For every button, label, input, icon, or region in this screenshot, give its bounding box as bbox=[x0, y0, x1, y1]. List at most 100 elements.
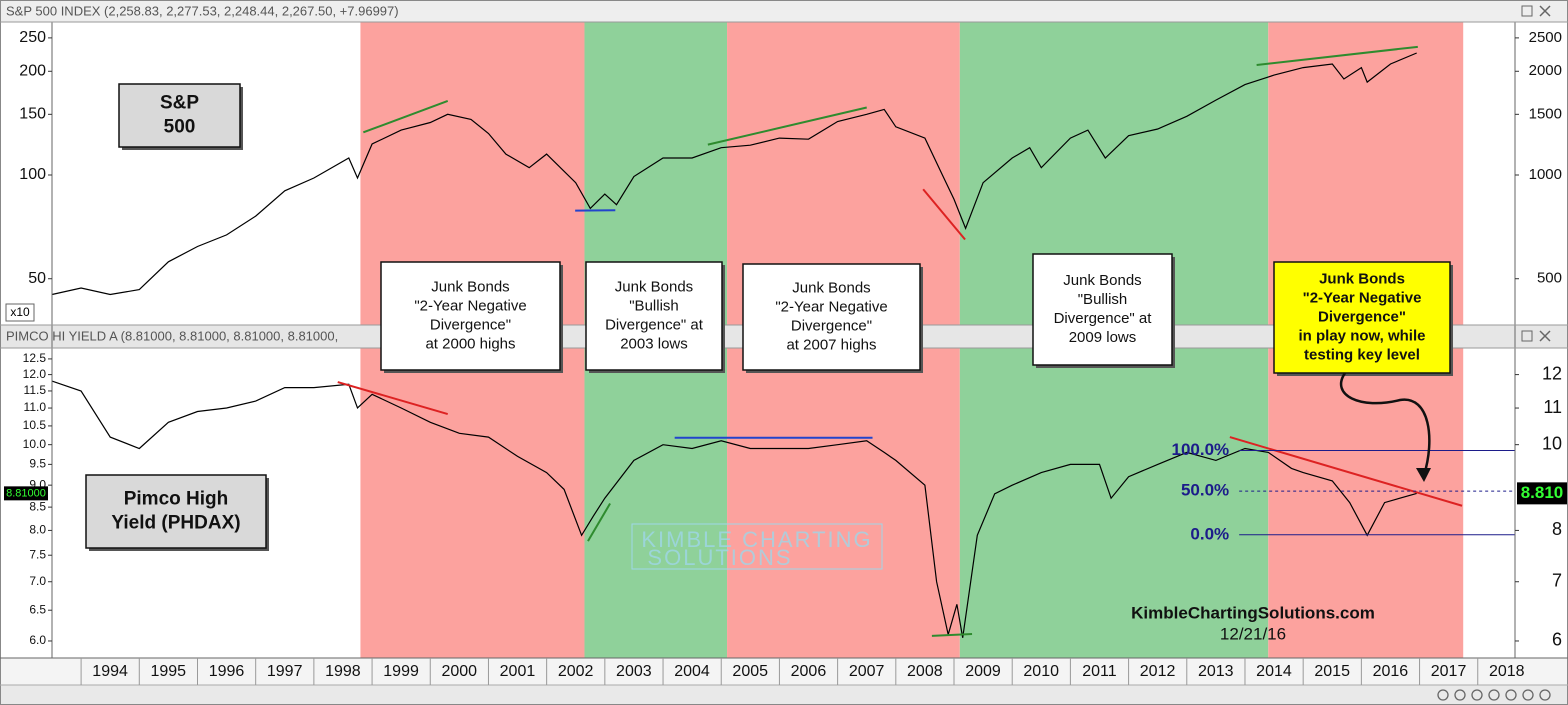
annotation-text: Junk Bonds bbox=[1063, 272, 1141, 289]
trend-line bbox=[362, 100, 449, 134]
watermark: KIMBLE CHARTING bbox=[641, 527, 872, 552]
x-axis-bar bbox=[0, 658, 1568, 685]
region bbox=[360, 348, 585, 658]
y-tick-label: 12 bbox=[1542, 363, 1562, 383]
multiplier-label: x10 bbox=[10, 305, 30, 319]
annotation-text: in play now, while bbox=[1299, 327, 1426, 344]
price-marker bbox=[4, 486, 48, 501]
multiplier-box bbox=[5, 303, 35, 322]
y-tick-label: 10 bbox=[1542, 433, 1562, 453]
x-tick-label: 2018 bbox=[1489, 663, 1525, 680]
chart-title: S&P 500 INDEX (2,258.83, 2,277.53, 2,248… bbox=[6, 3, 399, 18]
x-tick-label: 2014 bbox=[1256, 663, 1292, 680]
annotation-text: "Bullish bbox=[1078, 291, 1128, 308]
x-tick-label: 2004 bbox=[674, 663, 710, 680]
x-tick-label: 2011 bbox=[1082, 663, 1117, 680]
x-tick-label: 2009 bbox=[965, 663, 1001, 680]
close-icon[interactable] bbox=[1539, 330, 1551, 342]
y-tick-label: 12.5 bbox=[23, 351, 47, 365]
chart-title: PIMCO HI YIELD A (8.81000, 8.81000, 8.81… bbox=[6, 328, 338, 343]
y-tick-label: 2000 bbox=[1529, 62, 1562, 79]
y-tick-label: 6.0 bbox=[29, 633, 46, 647]
y-tick-label: 11.0 bbox=[24, 400, 47, 414]
toolbar-icons[interactable] bbox=[1437, 689, 1551, 701]
price-marker-label: 8.81000 bbox=[6, 487, 46, 499]
y-tick-label: 500 bbox=[1537, 270, 1562, 287]
y-tick-label: 10.5 bbox=[23, 418, 47, 432]
label-text: S&P bbox=[160, 93, 199, 114]
fib-label: 100.0% bbox=[1171, 440, 1229, 459]
price-marker bbox=[1517, 482, 1567, 505]
annotation-text: Junk Bonds bbox=[792, 279, 870, 296]
x-tick-label: 2003 bbox=[616, 663, 652, 680]
label-text: 500 bbox=[164, 117, 196, 138]
annotation-box bbox=[1273, 261, 1451, 374]
price-marker-label: 8.810 bbox=[1521, 483, 1564, 502]
label-box bbox=[118, 83, 241, 148]
y-tick-label: 8.0 bbox=[29, 523, 46, 537]
trend-line bbox=[707, 106, 867, 146]
top-header bbox=[0, 0, 1568, 22]
y-tick-label: 200 bbox=[19, 62, 46, 79]
annotation-text: at 2000 highs bbox=[425, 335, 515, 352]
annotation-text: "2-Year Negative bbox=[775, 298, 887, 315]
x-tick-label: 1998 bbox=[325, 663, 361, 680]
x-tick-label: 1997 bbox=[267, 663, 303, 680]
x-tick-label: 2005 bbox=[732, 663, 768, 680]
label-text: Yield (PHDAX) bbox=[111, 513, 240, 534]
y-tick-label: 8.5 bbox=[29, 499, 46, 513]
window-icon[interactable] bbox=[1521, 5, 1533, 17]
y-tick-label: 7.5 bbox=[29, 547, 46, 561]
x-tick-label: 1994 bbox=[92, 663, 128, 680]
x-tick-label: 2013 bbox=[1198, 663, 1234, 680]
window-icon[interactable] bbox=[1521, 330, 1533, 342]
trend-line bbox=[922, 188, 966, 241]
annotation-text: Divergence" at bbox=[605, 316, 704, 333]
overlay: 50 100 150 200 250 500 1000 1500 2000 2500 6.0 6.5 7… bbox=[4, 29, 1567, 685]
y-tick-label: 7.0 bbox=[29, 574, 46, 588]
annotation-text: 2009 lows bbox=[1069, 329, 1137, 346]
region bbox=[959, 348, 1269, 658]
x-tick-label: 2017 bbox=[1431, 663, 1467, 680]
trend-line bbox=[1229, 436, 1463, 507]
annotation-text: testing key level bbox=[1304, 346, 1420, 363]
annotation-text: Junk Bonds bbox=[1319, 270, 1405, 287]
close-icon[interactable] bbox=[1539, 5, 1551, 17]
x-tick-label: 2006 bbox=[791, 663, 827, 680]
annotation-text: "Bullish bbox=[629, 297, 679, 314]
y-tick-label: 1000 bbox=[1529, 166, 1562, 183]
y-tick-label: 150 bbox=[19, 106, 46, 123]
x-tick-label: 1996 bbox=[209, 663, 245, 680]
price-line bbox=[51, 52, 1417, 296]
watermark-frame bbox=[631, 523, 883, 570]
y-tick-label: 6 bbox=[1552, 630, 1562, 650]
annotation-box bbox=[585, 261, 723, 371]
trend-line bbox=[931, 632, 973, 637]
y-tick-label: 7 bbox=[1552, 570, 1562, 590]
trend-line bbox=[587, 503, 611, 542]
annotation-text: Divergence" bbox=[791, 317, 872, 334]
annotation-text: Divergence" bbox=[1318, 308, 1406, 325]
annotation-text: at 2007 highs bbox=[786, 336, 876, 353]
annotation-box bbox=[1032, 253, 1173, 366]
x-tick-label: 2000 bbox=[441, 663, 477, 680]
y-tick-label: 11.5 bbox=[24, 383, 47, 397]
x-tick-label: 2001 bbox=[500, 663, 536, 680]
annotation-text: Divergence" bbox=[430, 316, 511, 333]
x-tick-label: 2008 bbox=[907, 663, 943, 680]
y-tick-label: 1500 bbox=[1529, 105, 1562, 122]
region bbox=[584, 348, 728, 658]
y-tick-label: 2500 bbox=[1529, 29, 1562, 46]
date-label: 12/21/16 bbox=[1220, 624, 1286, 643]
y-tick-label: 250 bbox=[19, 29, 46, 46]
fib-label: 0.0% bbox=[1190, 524, 1229, 543]
x-tick-label: 2002 bbox=[558, 663, 594, 680]
x-tick-label: 1995 bbox=[150, 663, 186, 680]
x-tick-label: 1999 bbox=[383, 663, 419, 680]
y-tick-label: 100 bbox=[19, 166, 46, 183]
x-tick-label: 2010 bbox=[1023, 663, 1059, 680]
region bbox=[1268, 348, 1464, 658]
x-tick-label: 2015 bbox=[1314, 663, 1350, 680]
label-text: Pimco High bbox=[124, 489, 229, 510]
